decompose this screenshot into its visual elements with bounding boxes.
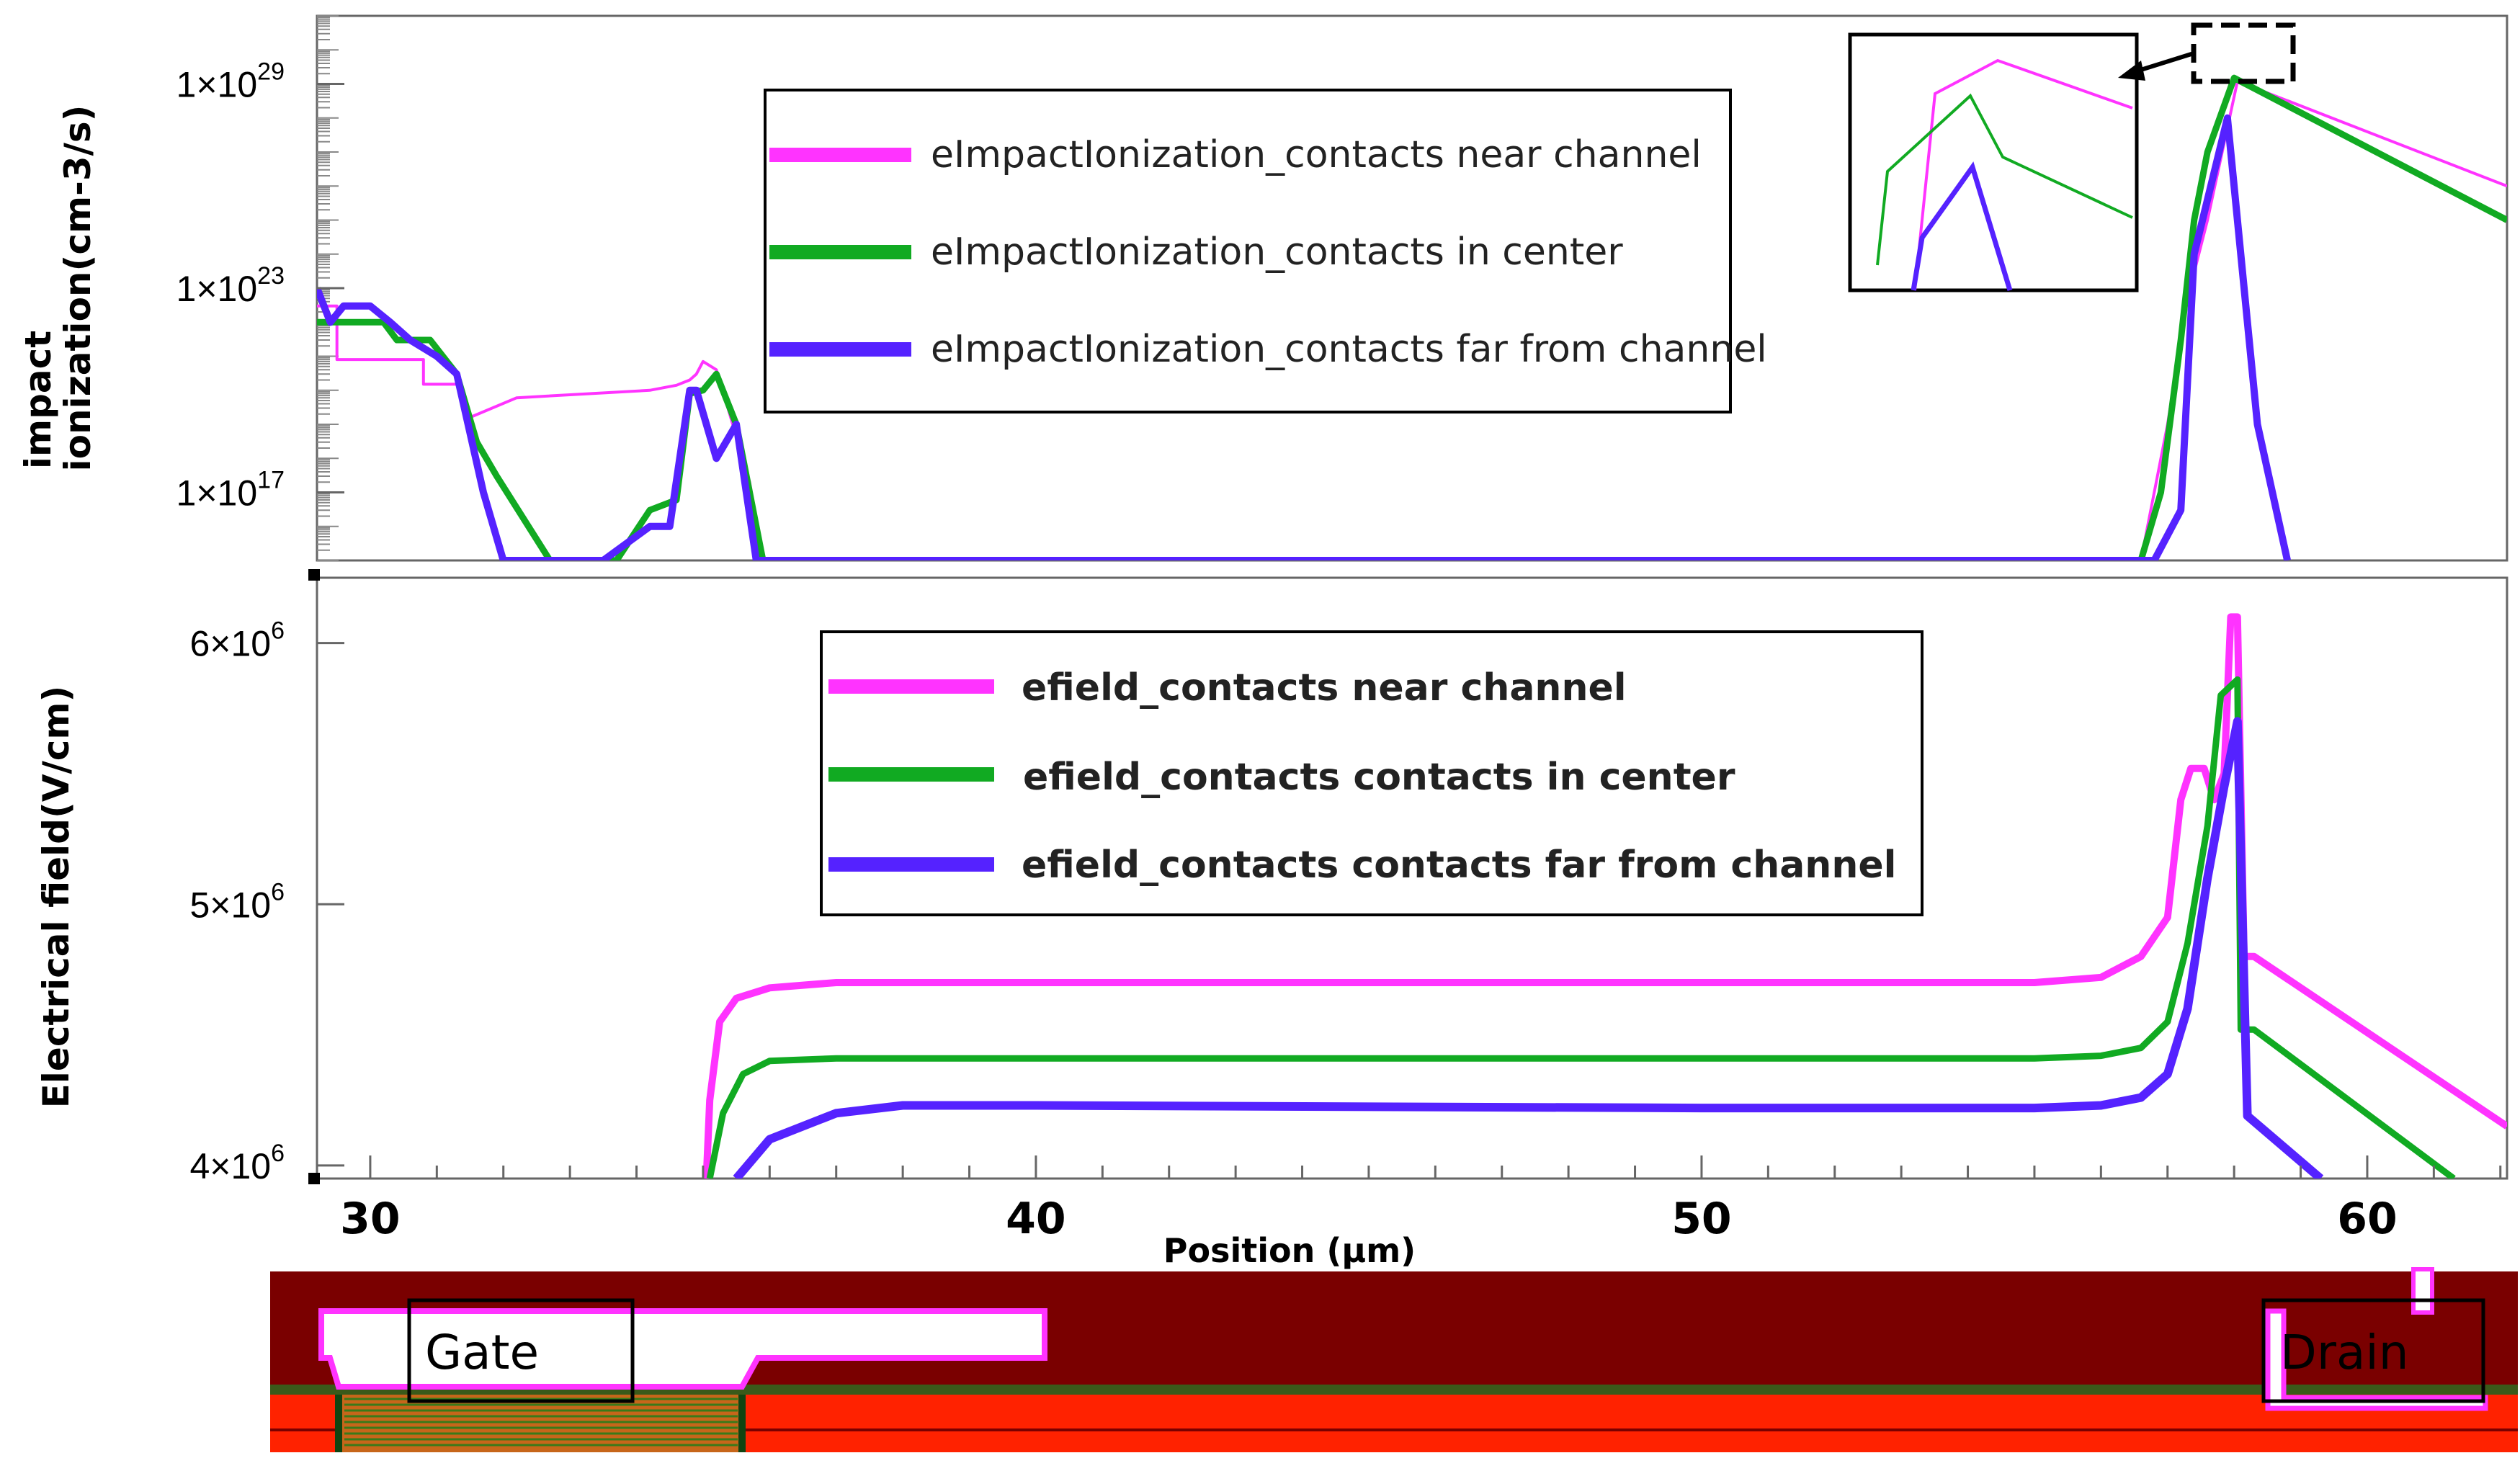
y-tick-base: 4×10 [189,1146,271,1186]
inset-line-center [1876,93,2133,266]
inset-line-near-channel [1913,58,2133,291]
y-tick-exponent: 6 [271,617,285,645]
legend-label-far-channel: eImpactIonization_contacts far from chan… [931,328,1767,371]
legend-label-near-channel: eImpactIonization_contacts near channel [931,133,1702,176]
y-tick-label: 1×1017 [177,467,285,514]
legend-label-near-channel: efield_contacts near channel [1022,666,1627,710]
drain-electrode [2265,1308,2488,1411]
y-tick-label: 4×106 [189,1140,285,1186]
gate-electrode [318,1308,1047,1390]
zoom-arrow-head [2118,61,2145,81]
y-axis-label: Electrical field(V/cm) [35,686,77,1109]
inset-line-far-channel [1911,161,2013,292]
y-tick-base: 5×10 [189,885,271,925]
y-tick-base: 6×10 [189,624,271,664]
x-tick-label: 30 [340,1194,401,1244]
series-line-near-channel [702,613,2507,1179]
y-tick-label: 5×106 [189,878,285,925]
gate-label-box [407,1298,635,1403]
y-tick-exponent: 29 [257,58,285,86]
x-tick-label: 40 [1006,1194,1066,1244]
y-tick-exponent: 6 [271,1140,285,1167]
y-axis-label-line2: ionization(cm-3/s) [57,104,99,471]
gate-dielectric [339,1395,742,1452]
zoom-inset [1848,22,2296,292]
x-tick-label: 60 [2337,1194,2398,1244]
drain-label: Drain [2280,1325,2409,1380]
legend-label-far-channel: efield_contacts contacts far from channe… [1022,844,1896,887]
y-tick-label: 1×1029 [177,58,285,105]
y-tick-base: 1×10 [177,269,258,309]
electrical-field-series [702,613,2507,1179]
y-tick-base: 1×10 [177,65,258,105]
legend-label-center: efield_contacts contacts in center [1023,756,1735,799]
axis-corner-marker [308,1173,320,1184]
impact-ionization-series [317,74,2507,560]
legend: eImpactIonization_contacts near channel … [764,89,1767,413]
y-tick-label: 6×106 [189,617,285,664]
y-tick-label: 1×1023 [177,262,285,309]
legend: efield_contacts near channel efield_cont… [820,630,1923,916]
legend-label-center: eImpactIonization_contacts in center [931,231,1623,274]
drain-contact-top [2411,1267,2434,1315]
y-tick-exponent: 23 [257,262,285,290]
axis-corner-marker [308,569,320,581]
x-tick-label: 50 [1671,1194,1732,1244]
series-line-far-channel [317,114,2291,560]
device-cross-section: Gate Drain [270,1267,2518,1452]
series-line-far-channel [733,717,2324,1179]
channel-stripe [270,1385,2518,1395]
x-axis-label: Position (µm) [1163,1231,1416,1270]
y-tick-exponent: 6 [271,878,285,906]
zoom-arrow [2133,51,2194,74]
y-axis-label-line1: impact [17,331,59,469]
x-axis-ticks: 30 40 50 60 [340,1155,2502,1244]
y-tick-base: 1×10 [177,473,258,514]
y-tick-exponent: 17 [257,467,285,494]
gate-label: Gate [425,1325,539,1380]
drain-label-box [2261,1298,2485,1403]
